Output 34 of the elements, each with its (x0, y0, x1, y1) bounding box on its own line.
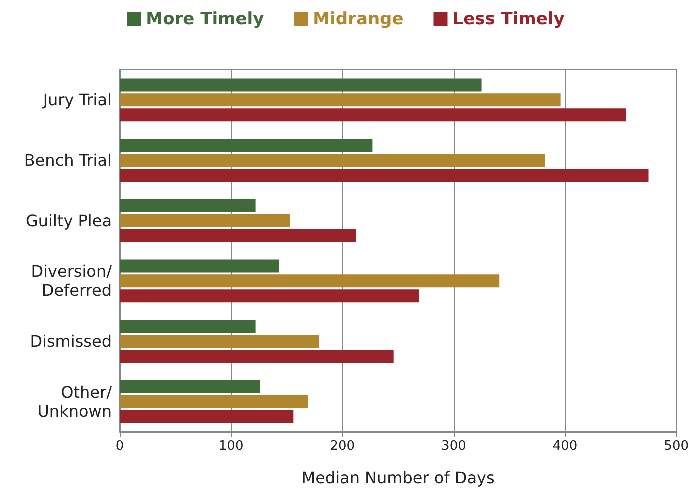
x-tick-label: 400 (552, 439, 578, 454)
x-tick-label: 200 (330, 439, 356, 454)
x-tick-label: 0 (116, 439, 124, 454)
bar (120, 260, 280, 273)
bar (120, 410, 294, 424)
bar (120, 274, 500, 288)
bar (120, 94, 561, 107)
bar (120, 108, 626, 122)
bar (120, 214, 290, 228)
y-tick-label: Bench Trial (24, 151, 112, 170)
y-tick-label: Dismissed (30, 332, 112, 351)
bar (120, 335, 320, 348)
x-tick-label: 300 (442, 439, 466, 454)
bar (120, 320, 256, 334)
legend-label: Midrange (313, 10, 404, 30)
bar (120, 350, 394, 363)
bar (120, 199, 256, 212)
bar (120, 380, 260, 394)
y-tick-label: Guilty Plea (26, 211, 112, 230)
bar (120, 229, 356, 242)
legend-label: Less Timely (452, 10, 565, 30)
bar (120, 290, 420, 303)
legend-label: More Timely (146, 10, 264, 30)
bar (120, 154, 546, 167)
y-tick-label: Other/ Unknown (38, 382, 113, 421)
bar (120, 78, 482, 92)
bar (120, 395, 308, 408)
x-tick-label: 500 (664, 439, 690, 454)
bar (120, 139, 373, 152)
bar (120, 168, 649, 182)
x-tick-label: 100 (218, 439, 244, 454)
y-tick-label: Diversion/ Deferred (31, 262, 113, 300)
y-tick-label: Jury Trial (42, 90, 112, 110)
x-axis-title: Median Number of Days (302, 468, 495, 488)
